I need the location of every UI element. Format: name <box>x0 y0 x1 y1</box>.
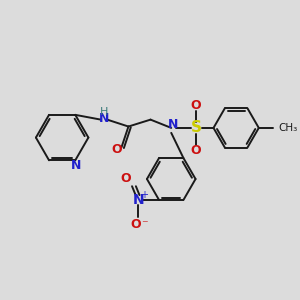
Text: ⁻: ⁻ <box>141 218 148 231</box>
Text: N: N <box>133 193 144 207</box>
Text: S: S <box>190 120 202 135</box>
Text: N: N <box>167 118 178 131</box>
Text: O: O <box>111 143 122 156</box>
Text: +: + <box>140 190 148 200</box>
Text: CH₃: CH₃ <box>279 123 298 133</box>
Text: O: O <box>130 218 141 231</box>
Text: O: O <box>191 99 201 112</box>
Text: H: H <box>100 107 108 117</box>
Text: O: O <box>121 172 131 185</box>
Text: O: O <box>191 144 201 157</box>
Text: N: N <box>99 112 109 125</box>
Text: N: N <box>70 159 81 172</box>
